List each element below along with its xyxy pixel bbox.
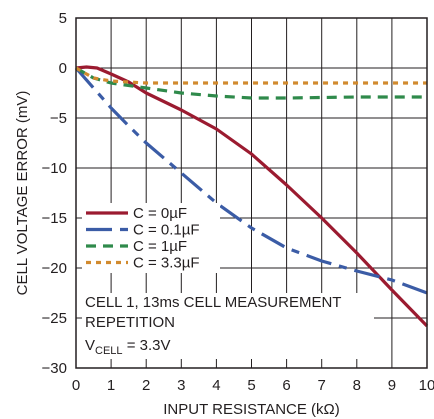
- annotation-line-1: CELL 1, 13ms CELL MEASUREMENT: [85, 294, 341, 311]
- y-tick-label: 0: [59, 60, 67, 77]
- series-line-3: [75, 66, 427, 85]
- legend-background: [82, 203, 220, 273]
- legend-label: C = 3.3µF: [133, 255, 200, 272]
- x-tick-labels: 0 1 2 3 4 5 6 7 8 9 10: [72, 377, 434, 394]
- x-axis-label: INPUT RESISTANCE (kΩ): [163, 401, 340, 418]
- series-layer: [74, 65, 429, 328]
- annotation-line-2: REPETITION: [85, 314, 175, 331]
- y-tick-label: −20: [42, 260, 67, 277]
- annotation-vcell-suffix: = 3.3V: [123, 337, 171, 354]
- series-line-1: [74, 66, 428, 295]
- y-axis-label: CELL VOLTAGE ERROR (mV): [14, 91, 31, 296]
- legend-label: C = 0µF: [133, 205, 187, 222]
- legend-label: C = 0.1µF: [133, 222, 200, 239]
- x-tick-label: 2: [142, 377, 150, 394]
- annotation-vcell-subscript: CELL: [95, 345, 123, 357]
- annotation-background: [82, 293, 374, 359]
- x-tick-label: 10: [419, 377, 434, 394]
- y-tick-label: −30: [42, 360, 67, 377]
- y-tick-label: −10: [42, 160, 67, 177]
- annotation-vcell-prefix: V: [85, 337, 95, 354]
- x-tick-label: 7: [318, 377, 326, 394]
- legend-label: C = 1µF: [133, 238, 187, 255]
- annotation-line-3: VCELL = 3.3V: [85, 337, 171, 357]
- x-tick-label: 6: [282, 377, 290, 394]
- x-tick-label: 1: [107, 377, 115, 394]
- y-tick-label: −5: [50, 110, 67, 127]
- x-tick-label: 0: [72, 377, 80, 394]
- plot-frame: [75, 17, 428, 369]
- series-line-2: [75, 66, 427, 100]
- y-tick-labels: 5 0 −5 −10 −15 −20 −25 −30: [42, 10, 67, 377]
- series-line-0: [75, 65, 429, 328]
- y-tick-label: −15: [42, 210, 67, 227]
- y-tick-label: −25: [42, 310, 67, 327]
- x-tick-label: 5: [247, 377, 255, 394]
- y-tick-label: 5: [59, 10, 67, 27]
- x-tick-label: 9: [388, 377, 396, 394]
- x-tick-label: 3: [177, 377, 185, 394]
- x-tick-label: 4: [212, 377, 220, 394]
- annotation: CELL 1, 13ms CELL MEASUREMENT REPETITION…: [82, 293, 374, 359]
- x-tick-label: 8: [353, 377, 361, 394]
